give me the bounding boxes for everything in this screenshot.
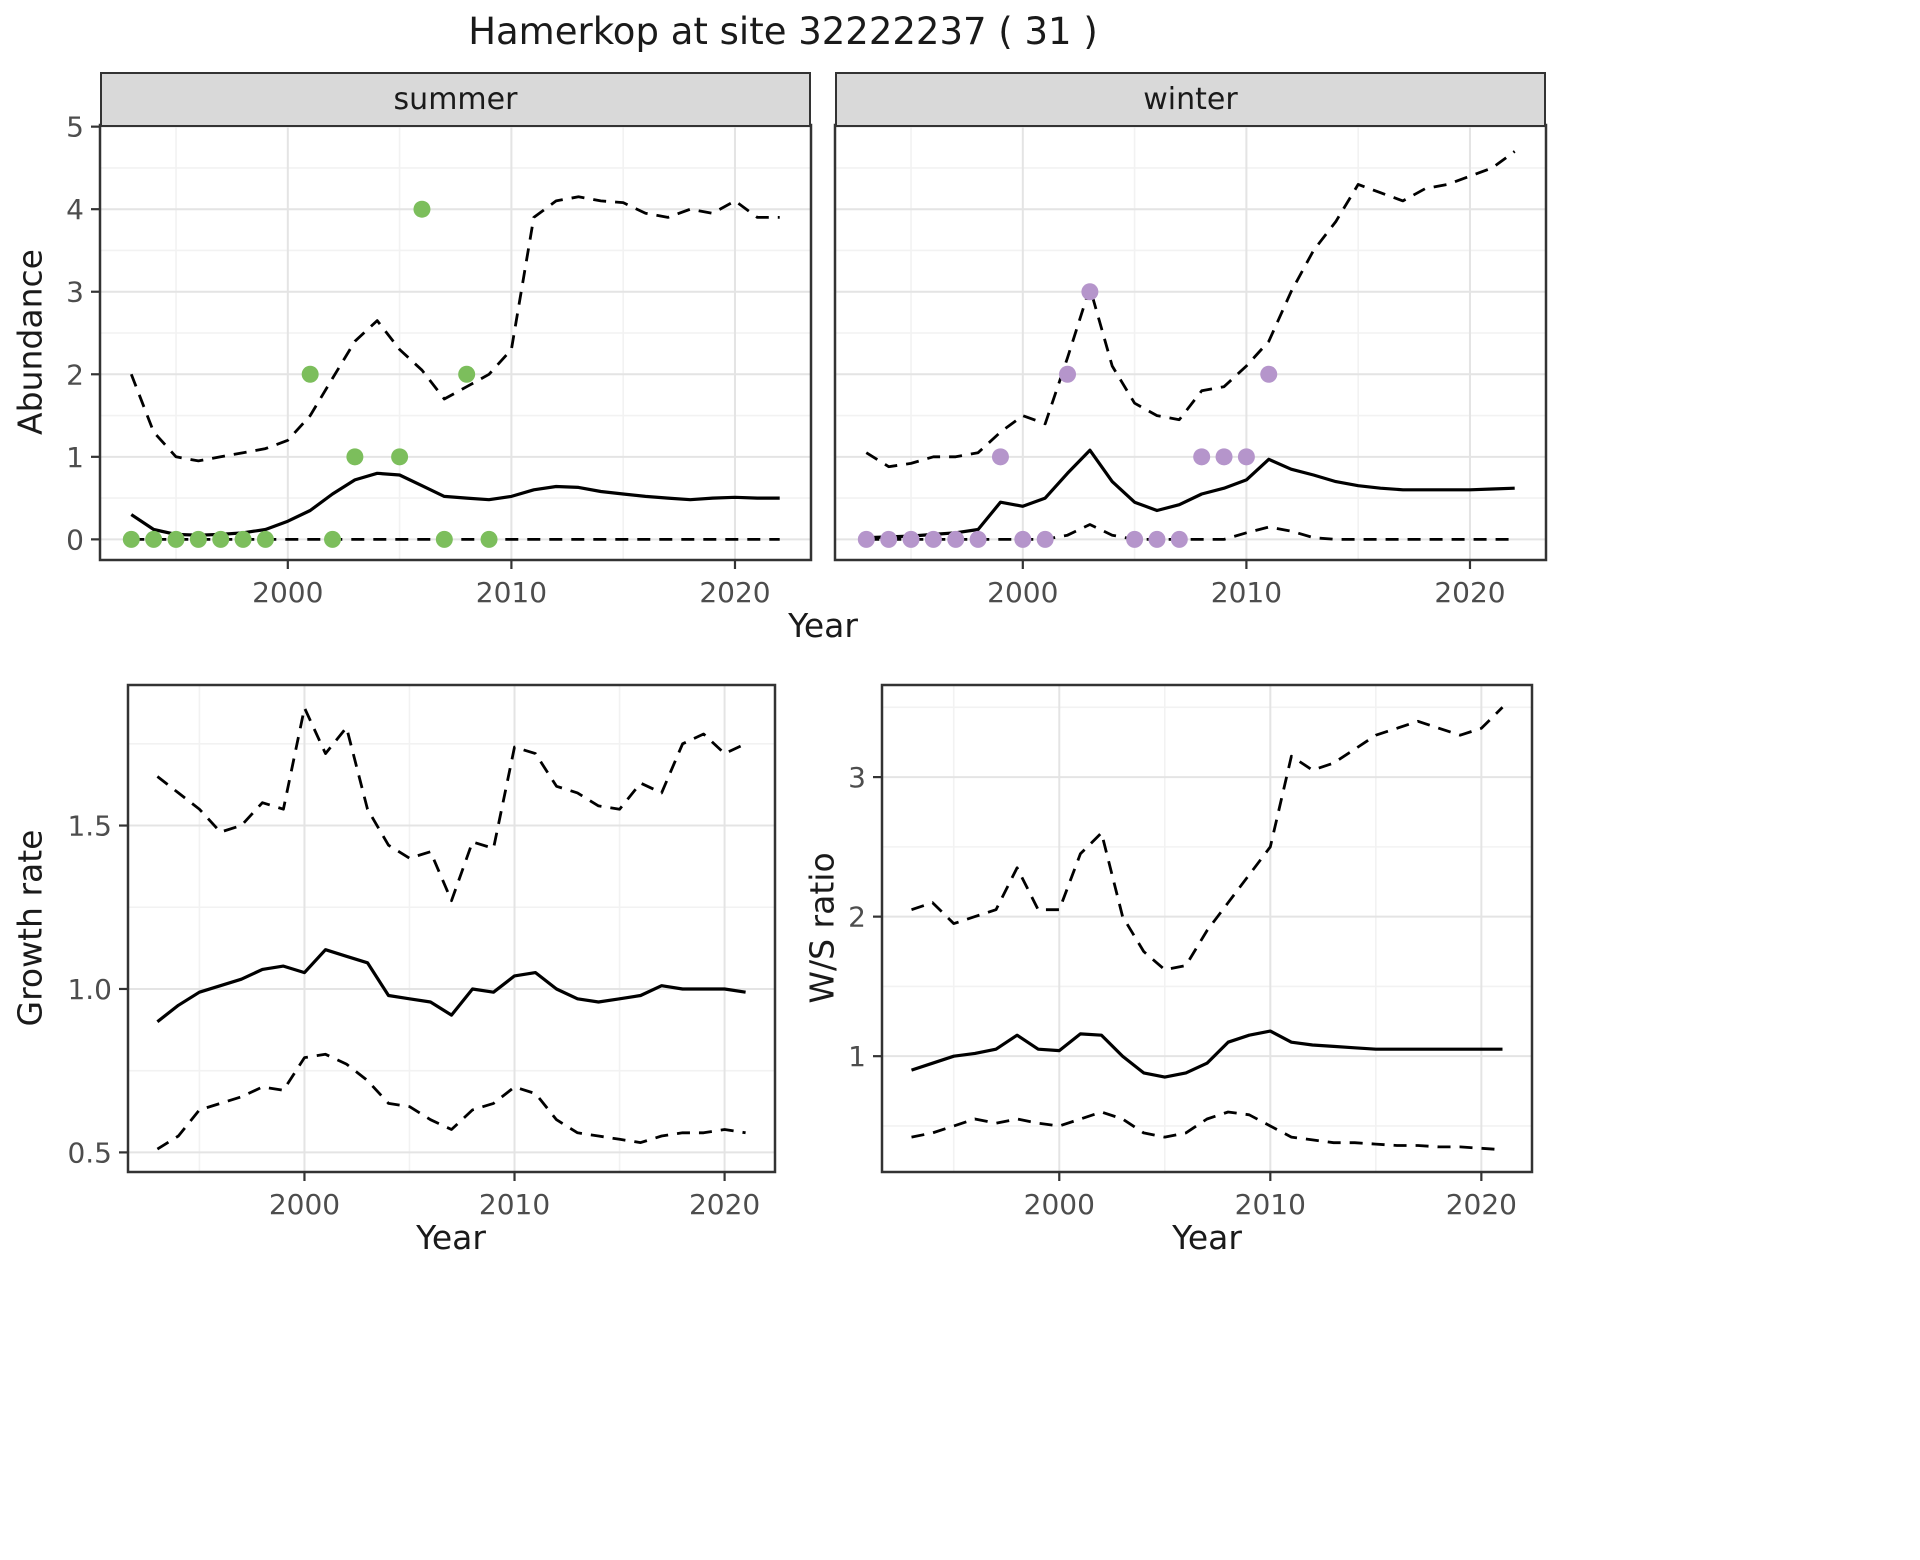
svg-text:1.5: 1.5 [67, 810, 112, 843]
svg-text:2020: 2020 [1434, 576, 1505, 609]
facet-strip-summer: summer [100, 72, 811, 127]
svg-text:0.5: 0.5 [67, 1136, 112, 1169]
svg-text:0: 0 [66, 523, 84, 556]
chart-title: Hamerkop at site 32222237 ( 31 ) [468, 10, 1098, 53]
svg-text:3: 3 [66, 276, 84, 309]
svg-text:2000: 2000 [252, 576, 323, 609]
svg-text:3: 3 [848, 761, 866, 794]
svg-text:1: 1 [848, 1040, 866, 1073]
svg-text:2000: 2000 [1024, 1188, 1095, 1221]
svg-text:2020: 2020 [1446, 1188, 1517, 1221]
x-axis-title-growth-rate: Year [416, 1218, 486, 1257]
svg-text:2010: 2010 [1235, 1188, 1306, 1221]
svg-text:4: 4 [66, 193, 84, 226]
svg-text:2010: 2010 [479, 1188, 550, 1221]
x-axis-title-abundance: Year [788, 606, 858, 645]
y-axis-title-growth-rate: Growth rate [10, 829, 50, 1027]
facet-strip-summer-label: summer [393, 82, 518, 117]
svg-text:2000: 2000 [269, 1188, 340, 1221]
svg-text:1: 1 [66, 441, 84, 474]
svg-text:5: 5 [66, 111, 84, 144]
x-axis-title-ws-ratio: Year [1172, 1218, 1242, 1257]
svg-text:1.0: 1.0 [67, 973, 112, 1006]
svg-text:2010: 2010 [476, 576, 547, 609]
facet-strip-winter-label: winter [1143, 82, 1238, 117]
svg-text:2000: 2000 [987, 576, 1058, 609]
svg-text:2: 2 [848, 901, 866, 934]
svg-text:2020: 2020 [689, 1188, 760, 1221]
svg-text:2020: 2020 [699, 576, 770, 609]
facet-strip-winter: winter [835, 72, 1546, 127]
svg-text:2: 2 [66, 358, 84, 391]
y-axis-title-abundance: Abundance [10, 249, 50, 435]
svg-text:2010: 2010 [1211, 576, 1282, 609]
y-axis-title-ws-ratio: W/S ratio [802, 852, 842, 1004]
